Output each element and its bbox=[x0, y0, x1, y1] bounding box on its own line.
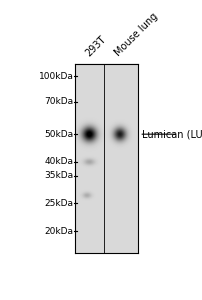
Text: Mouse lung: Mouse lung bbox=[113, 11, 160, 58]
Text: 35kDa: 35kDa bbox=[44, 171, 74, 180]
Bar bbox=[75, 64, 138, 253]
Text: 100kDa: 100kDa bbox=[39, 72, 74, 81]
Text: 20kDa: 20kDa bbox=[44, 227, 74, 236]
Text: 70kDa: 70kDa bbox=[44, 97, 74, 106]
Text: 50kDa: 50kDa bbox=[44, 130, 74, 139]
Text: 25kDa: 25kDa bbox=[44, 199, 74, 208]
Text: 293T: 293T bbox=[83, 34, 107, 58]
Text: Lumican (LUM): Lumican (LUM) bbox=[142, 129, 202, 139]
Text: 40kDa: 40kDa bbox=[44, 158, 74, 166]
